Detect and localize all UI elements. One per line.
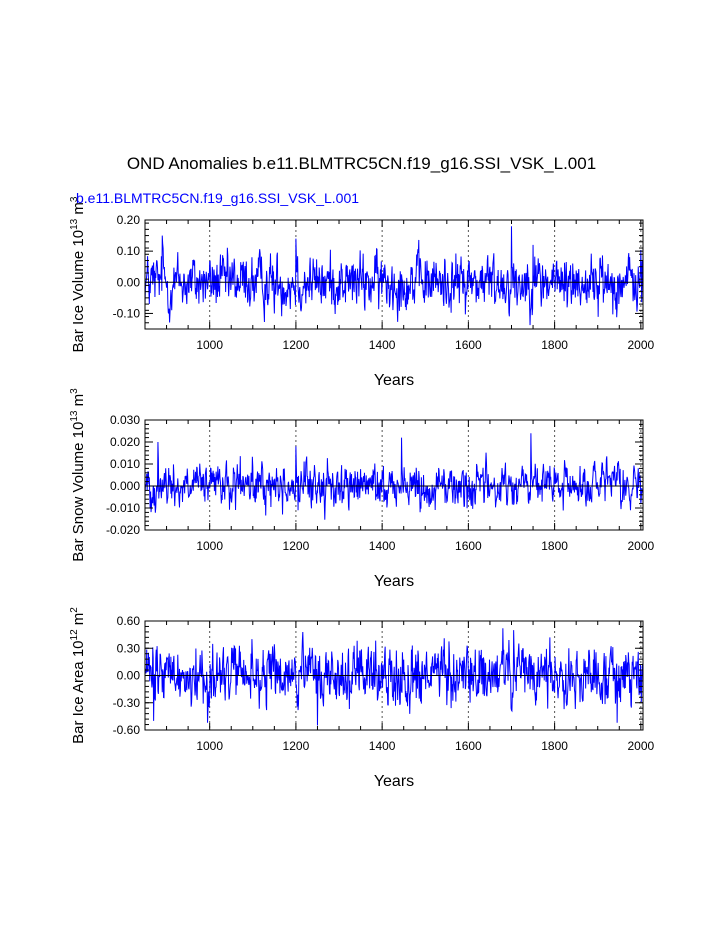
y-axis-label: Bar Ice Volume 1013 m3 (69, 196, 87, 352)
x-axis-label: Years (374, 773, 414, 790)
panel-1: 1000 1200 1400 1600 1800 2000 -0.10 0.00 0.10 0.2… (69, 196, 655, 389)
y-tick-label: 0.20 (117, 213, 141, 227)
x-tick-label: 1800 (541, 739, 568, 753)
y-tick-label: -0.30 (113, 696, 141, 710)
x-tick-label: 1800 (541, 338, 568, 352)
series-line (144, 433, 644, 520)
x-tick-label: 1200 (283, 539, 310, 553)
page-title: OND Anomalies b.e11.BLMTRC5CN.f19_g16.SS… (126, 154, 597, 173)
y-tick-label: -0.020 (106, 523, 140, 537)
y-tick-label: -0.10 (113, 306, 141, 320)
chart-subtitle: b.e11.BLMTRC5CN.f19_g16.SSI_VSK_L.001 (76, 190, 360, 206)
y-tick-label: 0.30 (117, 641, 141, 655)
panel-2: 1000 1200 1400 1600 1800 2000 -0.020 -0.010 0.00… (69, 388, 655, 590)
x-tick-label: 1000 (196, 338, 223, 352)
x-tick-label: 1200 (283, 739, 310, 753)
x-axis-label: Years (374, 573, 414, 590)
series-line (144, 628, 644, 726)
x-tick-label: 1000 (196, 539, 223, 553)
y-tick-label: 0.00 (117, 275, 141, 289)
y-tick-label: 0.00 (117, 669, 141, 683)
y-tick-label: 0.010 (110, 457, 140, 471)
y-tick-label: 0.020 (110, 435, 140, 449)
x-tick-label: 1800 (541, 539, 568, 553)
x-tick-label: 2000 (627, 338, 654, 352)
x-tick-label: 1600 (455, 539, 482, 553)
y-tick-label: 0.10 (117, 244, 141, 258)
x-tick-label: 1400 (369, 338, 396, 352)
y-tick-label: 0.60 (117, 614, 141, 628)
y-tick-label: 0.030 (110, 413, 140, 427)
plot-frame (144, 419, 644, 531)
y-axis-label: Bar Snow Volume 1013 m3 (69, 388, 87, 562)
y-axis-label: Bar Ice Area 1012 m2 (69, 607, 87, 744)
x-tick-label: 2000 (627, 539, 654, 553)
plot-frame (144, 219, 644, 330)
x-tick-label: 1600 (455, 739, 482, 753)
x-axis-label: Years (374, 372, 414, 389)
x-tick-label: 1400 (369, 739, 396, 753)
series-line (144, 226, 644, 326)
x-tick-label: 1000 (196, 739, 223, 753)
x-tick-label: 1600 (455, 338, 482, 352)
x-tick-label: 1400 (369, 539, 396, 553)
x-tick-label: 2000 (627, 739, 654, 753)
y-tick-label: -0.010 (106, 501, 140, 515)
y-tick-label: -0.60 (113, 723, 141, 737)
x-tick-label: 1200 (283, 338, 310, 352)
panel-3: 1000 1200 1400 1600 1800 2000 -0.60 -0.30 0.00 0.… (69, 607, 655, 790)
y-tick-label: 0.000 (110, 479, 140, 493)
